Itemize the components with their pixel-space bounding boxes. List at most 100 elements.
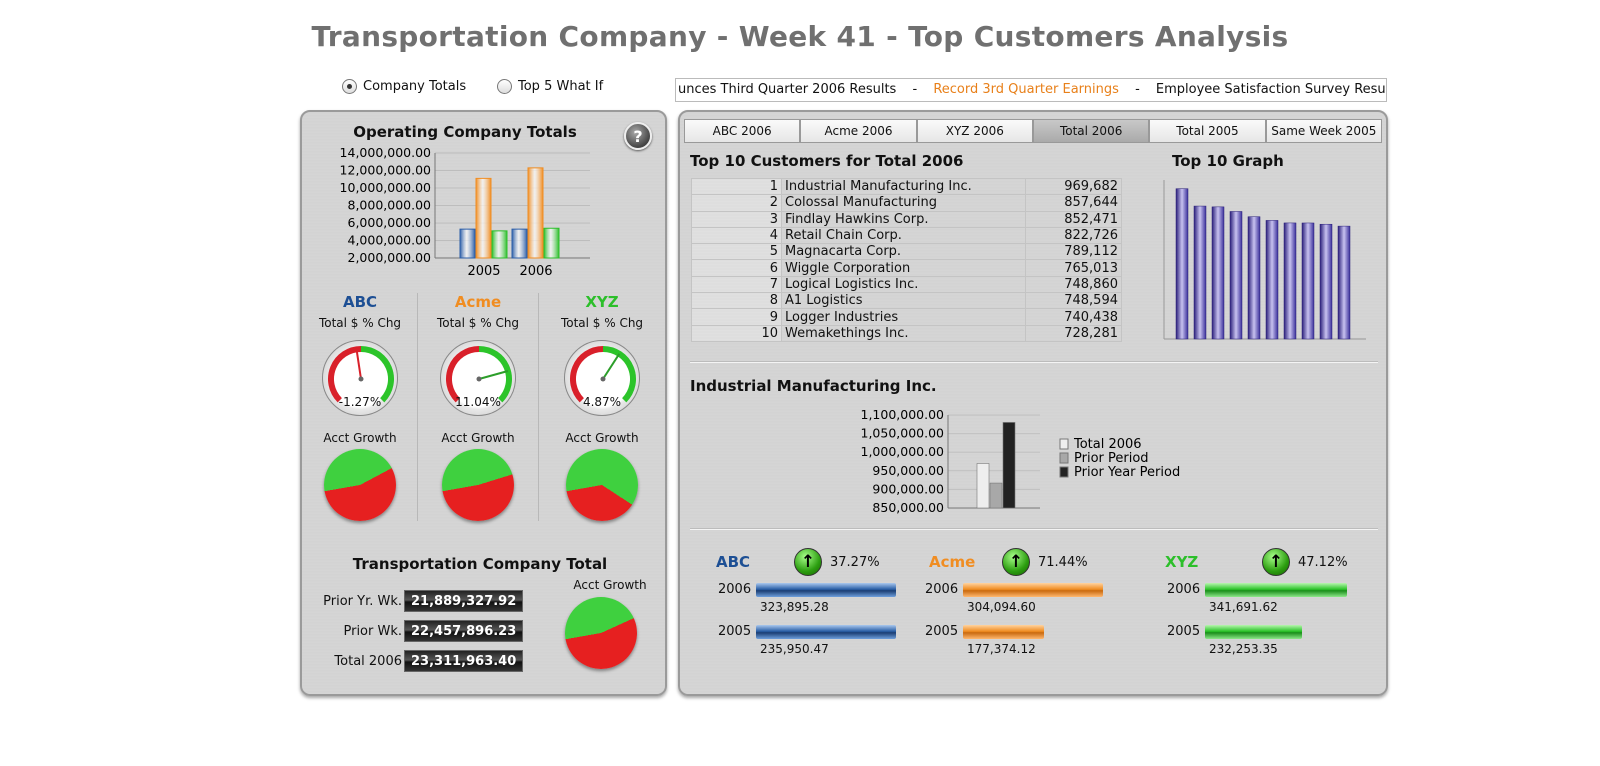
gauge-needle [602,353,621,380]
customer-rank: 10 [691,324,782,342]
radio-company-totals[interactable]: Company Totals [342,79,466,94]
gauge-dial [570,346,636,403]
comparison-value: 232,253.35 [1209,642,1278,656]
y-tick-label: 8,000,000.00 [348,198,432,213]
x-tick-label: 2006 [519,264,552,279]
comparison-value: 235,950.47 [760,642,829,656]
table-row[interactable]: 10 Wemakethings Inc. 728,281 [691,324,1122,342]
acct-growth-pie-xyz [566,449,638,521]
total-2006-value: 23,311,963.40 [404,650,524,672]
y-tick-label: 4,000,000.00 [348,233,432,248]
y-tick-label: 6,000,000.00 [348,215,432,230]
tab-total-2005[interactable]: Total 2005 [1149,119,1266,143]
top10-bar-10 [1337,225,1351,340]
legend-label: Prior Period [1074,451,1149,466]
customer-rank: 9 [691,308,782,326]
customer-name: Findlay Hawkins Corp. [781,210,1026,228]
growth-percent: 71.44% [1038,555,1088,570]
gauge-arc [570,346,604,403]
acct-growth-label: Acct Growth [323,431,397,445]
tab-total-2006[interactable]: Total 2006 [1032,119,1150,143]
customer-rank: 2 [691,194,782,212]
total-acct-growth-label: Acct Growth [573,578,647,592]
legend-swatch [1059,466,1069,478]
page-title: Transportation Company - Week 41 - Top C… [311,20,1289,53]
ticker-item[interactable]: unces Third Quarter 2006 Results [678,82,897,97]
detail-bar-0 [976,463,990,509]
news-ticker[interactable]: unces Third Quarter 2006 Results - Recor… [675,78,1387,102]
radio-dot-icon[interactable] [497,79,512,94]
top10-bar-9 [1319,223,1333,340]
gauge-arc [446,346,480,403]
comparison-value: 341,691.62 [1209,600,1278,614]
gauge-hub [358,376,364,382]
customer-value: 822,726 [1025,226,1122,245]
comparison-bar-2005 [756,625,896,639]
gauge-hub [476,376,482,382]
gauge-acme: 11.04% [440,340,516,416]
table-row[interactable]: 9 Logger Industries 740,438 [691,308,1122,326]
y-tick-label: 850,000.00 [872,500,944,515]
table-row[interactable]: 1 Industrial Manufacturing Inc. 969,682 [691,177,1122,196]
comparison-bar-2006 [963,583,1103,597]
gauge-abc: -1.27% [322,340,398,416]
tab-acme-2006[interactable]: Acme 2006 [800,119,917,143]
radio-label: Top 5 What If [518,79,604,94]
tab-same-week-2005[interactable]: Same Week 2005 [1265,119,1382,143]
comparison-bar-2006 [756,583,896,597]
prior-year-week-label: Prior Yr. Wk. [323,594,402,609]
customer-value: 969,682 [1025,177,1122,196]
radio-dot-icon[interactable] [342,79,357,94]
table-row[interactable]: 7 Logical Logistics Inc. 748,860 [691,275,1122,294]
bar-2005-series-0 [459,228,476,259]
y-tick-label: 900,000.00 [872,481,944,496]
year-label: 2005 [925,624,959,639]
top10-bar-5 [1247,216,1261,340]
ticker-item[interactable]: Record 3rd Quarter Earnings [933,82,1119,97]
gauge-needle [478,370,509,380]
y-tick-label: 1,100,000.00 [861,407,945,422]
ticker-item[interactable]: Employee Satisfaction Survey Results [1155,82,1387,97]
help-button[interactable]: ? [624,122,652,150]
company-name-xyz: XYZ [585,293,619,311]
top10-bar-3 [1211,206,1225,340]
top10-bar-2 [1193,205,1207,340]
acct-growth-pie-acme [442,449,514,521]
prior-week-value: 22,457,896.23 [404,620,524,642]
total-acct-growth-pie [565,597,637,669]
gauge-xyz: 4.87% [564,340,640,416]
year-label: 2005 [1167,624,1201,639]
radio-top5-what-if[interactable]: Top 5 What If [497,79,603,94]
y-tick-label: 12,000,000.00 [340,163,431,178]
comparison-value: 323,895.28 [760,600,829,614]
period-tabs: ABC 2006 Acme 2006 XYZ 2006 Total 2006 T… [684,119,1382,143]
tab-abc-2006[interactable]: ABC 2006 [684,119,801,143]
gauge-dial [328,346,394,403]
table-row[interactable]: 3 Findlay Hawkins Corp. 852,471 [691,210,1122,228]
top10-bar-8 [1301,222,1315,340]
company-name-acme: Acme [454,293,502,311]
detail-customer-chart: 1,100,000.00 1,050,000.00 1,000,000.00 950,… [861,407,1181,515]
customer-value: 789,112 [1025,243,1122,261]
tab-xyz-2006[interactable]: XYZ 2006 [916,119,1033,143]
table-row[interactable]: 4 Retail Chain Corp. 822,726 [691,226,1122,245]
bar-2006-series-0 [511,228,528,259]
comparison-bar-2006 [1205,583,1347,597]
table-row[interactable]: 8 A1 Logistics 748,594 [691,292,1122,310]
table-row[interactable]: 6 Wiggle Corporation 765,013 [691,259,1122,277]
gauge-needle [355,349,362,380]
customer-value: 748,594 [1025,292,1122,310]
customer-rank: 5 [691,243,782,261]
table-row[interactable]: 5 Magnacarta Corp. 789,112 [691,243,1122,261]
comparison-value: 304,094.60 [967,600,1036,614]
y-tick-label: 10,000,000.00 [340,180,431,195]
ticker-separator: - [1135,82,1140,97]
total-pct-change-label: Total $ % Chg [560,316,644,330]
customer-name: Colossal Manufacturing [781,194,1026,212]
customer-name: Logger Industries [781,308,1026,326]
column-divider [417,293,418,521]
y-tick-label: 950,000.00 [872,463,944,478]
gauge-value: -1.27% [338,395,382,409]
bar-2006-series-2 [543,227,560,259]
table-row[interactable]: 2 Colossal Manufacturing 857,644 [691,194,1122,212]
